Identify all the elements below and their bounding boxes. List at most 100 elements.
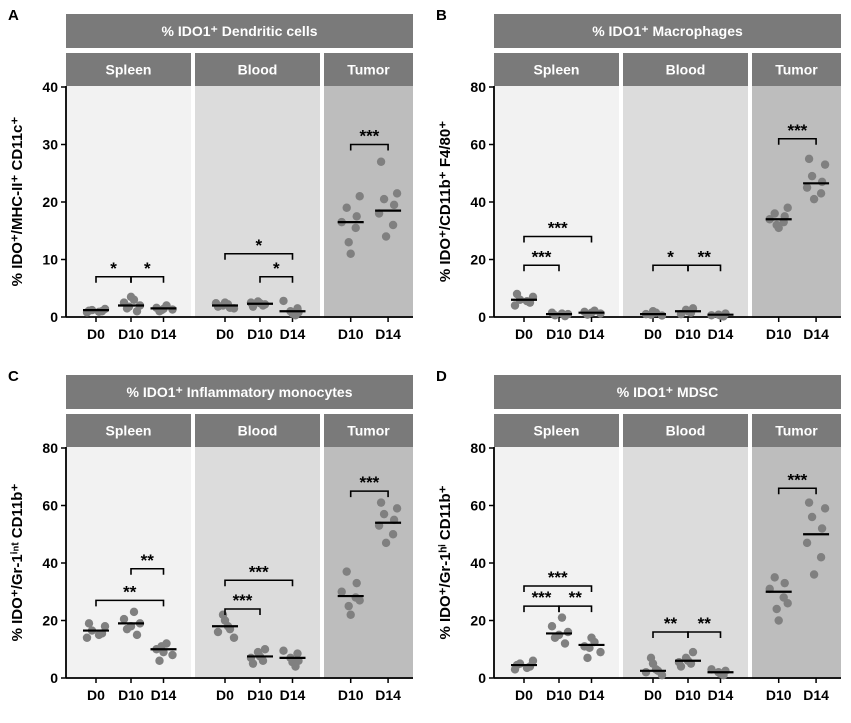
y-tick-label: 20 <box>470 613 486 629</box>
data-point <box>246 298 256 307</box>
category-tick-label: D10 <box>118 687 144 703</box>
significance-bracket <box>95 599 165 607</box>
data-point <box>168 650 177 660</box>
data-point <box>376 498 386 507</box>
data-point <box>157 305 166 315</box>
data-point <box>229 633 239 642</box>
significance-label: *** <box>532 588 552 607</box>
data-point <box>82 633 92 642</box>
category-tick-label: D14 <box>803 687 829 703</box>
data-point <box>783 203 792 212</box>
data-point <box>802 183 812 192</box>
group-header-spleen <box>66 53 191 86</box>
category-tick-label: D10 <box>675 326 701 342</box>
data-point <box>352 212 361 221</box>
category-tick-label: D0 <box>87 687 105 703</box>
significance-label: *** <box>548 219 568 238</box>
data-point <box>392 189 402 198</box>
panel-title: % IDO1⁺ Inflammatory monocytes <box>126 384 352 400</box>
data-point <box>809 570 819 579</box>
group-background-tumor <box>324 447 413 679</box>
data-point <box>817 177 827 187</box>
data-point <box>547 622 557 631</box>
group-background-tumor <box>752 86 841 318</box>
data-point <box>389 200 399 210</box>
significance-label: ** <box>664 614 678 633</box>
y-tick-label: 0 <box>478 670 486 686</box>
significance-label: * <box>144 259 151 278</box>
data-point <box>155 656 164 665</box>
category-tick-label: D14 <box>375 687 401 703</box>
significance-bracket <box>349 490 389 498</box>
y-tick-label: 20 <box>470 252 486 268</box>
category-tick-label: D0 <box>87 326 105 342</box>
data-point <box>512 289 522 299</box>
y-tick-label: 60 <box>42 498 58 514</box>
data-point <box>807 171 817 181</box>
chart-panel-c: C % IDO1⁺ Inflammatory monocytes Spleen D0 D… <box>8 368 413 703</box>
data-point <box>279 646 288 655</box>
data-point <box>563 627 573 637</box>
data-point <box>820 504 830 513</box>
data-point <box>124 302 134 311</box>
y-axis-label: % IDO⁺/Gr-1ʰⁱ CD11b⁺ <box>437 485 454 639</box>
category-tick-label: D10 <box>766 687 792 703</box>
significance-label: ** <box>141 551 155 570</box>
data-point <box>342 567 351 576</box>
category-tick-label: D10 <box>546 326 572 342</box>
data-point <box>346 249 355 258</box>
panel-title-banner <box>66 14 413 48</box>
significance-bracket <box>224 252 294 260</box>
category-tick-label: D14 <box>579 687 605 703</box>
data-point <box>218 610 228 619</box>
category-tick-label: D10 <box>546 687 572 703</box>
data-point <box>388 220 398 230</box>
data-point <box>510 301 520 310</box>
data-point <box>522 296 532 306</box>
group-label: Spleen <box>106 423 152 439</box>
group-header-blood <box>195 53 320 86</box>
data-point <box>253 647 263 657</box>
category-tick-label: D10 <box>338 326 364 342</box>
y-tick-label: 80 <box>470 440 486 456</box>
significance-label: ** <box>698 247 712 266</box>
significance-label: * <box>273 259 280 278</box>
data-point <box>344 601 353 611</box>
data-point <box>376 157 386 166</box>
category-tick-label: D10 <box>338 687 364 703</box>
group-background-spleen <box>494 86 619 318</box>
data-point <box>355 192 364 201</box>
data-point <box>772 220 781 230</box>
data-point <box>774 616 783 625</box>
group-label: Tumor <box>347 423 390 439</box>
data-point <box>674 657 684 667</box>
group-background-blood <box>623 447 748 679</box>
data-point <box>816 553 826 562</box>
group-label: Spleen <box>534 62 580 78</box>
group-background-tumor <box>324 86 413 318</box>
group-header-blood <box>623 414 748 447</box>
group-header-tumor <box>752 53 841 86</box>
significance-bracket <box>224 579 294 587</box>
data-point <box>596 647 605 657</box>
category-tick-label: D10 <box>247 326 273 342</box>
data-point <box>337 587 346 596</box>
panel-label: D <box>436 368 447 385</box>
group-label: Blood <box>238 62 278 78</box>
data-point <box>294 308 303 317</box>
y-tick-label: 10 <box>42 252 58 268</box>
group-header-spleen <box>494 414 619 447</box>
significance-label: * <box>255 236 262 255</box>
group-header-blood <box>623 53 748 86</box>
y-tick-label: 20 <box>42 613 58 629</box>
significance-bracket <box>777 487 817 495</box>
data-point <box>688 647 698 657</box>
data-point <box>126 292 136 302</box>
data-point <box>560 639 570 648</box>
group-label: Tumor <box>347 62 390 78</box>
group-header-spleen <box>66 414 191 447</box>
significance-label: *** <box>233 591 253 610</box>
panel-label: C <box>8 368 19 385</box>
category-tick-label: D0 <box>515 326 533 342</box>
group-header-tumor <box>752 414 841 447</box>
